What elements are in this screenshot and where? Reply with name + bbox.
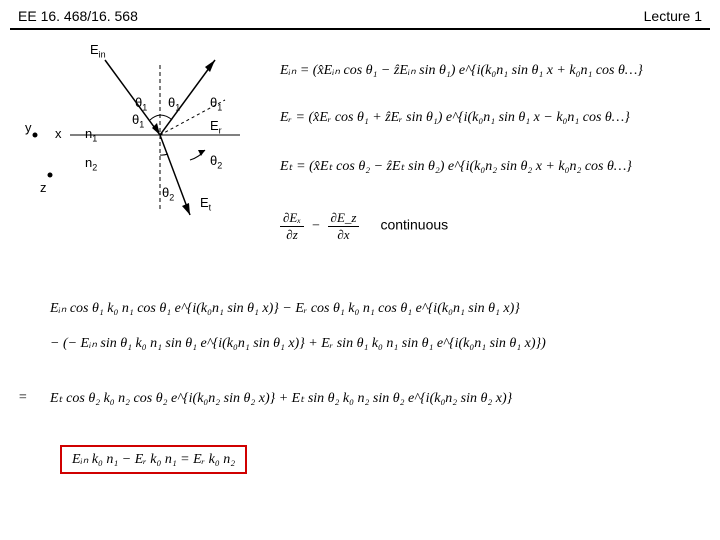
lecture-number: Lecture 1 (644, 8, 702, 24)
label-z: z (40, 180, 47, 195)
ray-diagram: Ein y x z n1 n2 Er Et θ1 θ1 θ1 θ1 θ2 θ2 (10, 40, 260, 240)
label-er: Er (210, 118, 222, 136)
continuous-label: continuous (380, 217, 448, 233)
eq-long1a: Eᵢₙ cos θ₁ k₀ n₁ cos θ₁ e^{i(k₀n₁ sin θ₁… (50, 300, 710, 317)
eq-er: Eᵣ = (x̂Eᵣ cos θ₁ + ẑEᵣ sin θ₁) e^{i(k₀n… (280, 110, 720, 126)
label-theta1b: θ1 (168, 95, 180, 113)
header-rule (10, 28, 710, 30)
label-n2: n2 (85, 155, 97, 173)
boxed-result: Eᵢₙ k₀ n₁ − Eᵣ k₀ n₁ = Eᵣ k₀ n₂ (60, 445, 247, 474)
eq-ein: Eᵢₙ = (x̂Eᵢₙ cos θ₁ − ẑEᵢₙ sin θ₁) e^{i(… (280, 62, 720, 79)
eq-equals: = (18, 390, 27, 406)
eq-partial: ∂Eₓ∂z − ∂E_z∂x continuous (280, 210, 448, 243)
label-theta2b: θ2 (210, 153, 222, 171)
diagram-svg (10, 40, 260, 240)
label-et: Et (200, 195, 211, 213)
eq-et: Eₜ = (x̂Eₜ cos θ₂ − ẑEₜ sin θ₂) e^{i(k₀n… (280, 158, 720, 175)
label-x: x (55, 126, 62, 141)
label-theta1a: θ1 (135, 95, 147, 113)
label-theta1c: θ1 (132, 112, 144, 130)
eq-long1b: − (− Eᵢₙ sin θ₁ k₀ n₁ sin θ₁ e^{i(k₀n₁ s… (50, 335, 710, 352)
eq-boxed: Eᵢₙ k₀ n₁ − Eᵣ k₀ n₁ = Eᵣ k₀ n₂ (60, 445, 247, 474)
label-n1: n1 (85, 126, 97, 144)
eq-long2: Eₜ cos θ₂ k₀ n₂ cos θ₂ e^{i(k₀n₂ sin θ₂ … (50, 390, 710, 407)
course-code: EE 16. 468/16. 568 (18, 8, 138, 24)
label-y: y (25, 120, 32, 135)
label-ein: Ein (90, 42, 106, 60)
label-theta1d: θ1 (210, 95, 222, 113)
label-theta2a: θ2 (162, 185, 174, 203)
